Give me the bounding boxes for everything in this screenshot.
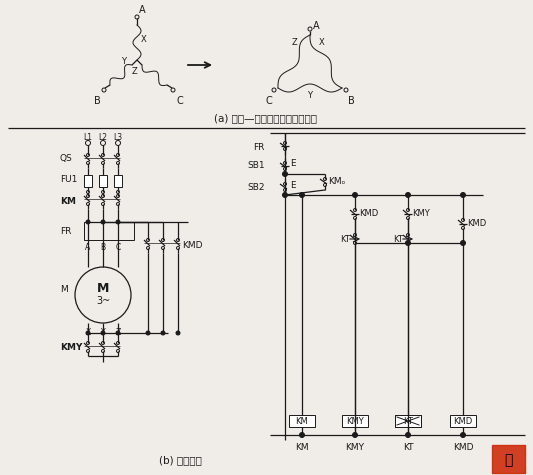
Text: KMₒ: KMₒ [328, 178, 345, 187]
Circle shape [86, 331, 90, 335]
Text: Z: Z [292, 38, 298, 47]
Bar [395, 415, 421, 427]
Text: L1: L1 [84, 133, 93, 142]
Circle shape [406, 192, 410, 198]
Text: KMY: KMY [345, 443, 365, 452]
Text: KMY: KMY [60, 343, 83, 352]
Bar [342, 415, 368, 427]
Text: KT: KT [340, 235, 350, 244]
Circle shape [116, 220, 120, 224]
Circle shape [101, 331, 105, 335]
Text: FR: FR [254, 143, 265, 152]
Bar [450, 415, 476, 427]
Text: KM: KM [295, 443, 309, 452]
Circle shape [116, 331, 120, 335]
Text: C: C [176, 96, 183, 106]
Text: KT: KT [393, 235, 403, 244]
Circle shape [300, 433, 304, 437]
Text: 🐻: 🐻 [504, 453, 512, 467]
Text: Y: Y [122, 57, 126, 67]
Text: 3~: 3~ [96, 296, 110, 306]
Circle shape [146, 331, 150, 335]
Text: C: C [265, 96, 272, 106]
Text: KT: KT [403, 417, 413, 426]
Text: C: C [115, 243, 120, 252]
Text: Y: Y [101, 328, 106, 337]
Bar [114, 175, 122, 187]
Text: Z: Z [115, 328, 120, 337]
Text: A: A [313, 21, 320, 31]
Text: X: X [141, 36, 147, 45]
Text: KMD: KMD [182, 240, 203, 249]
Circle shape [282, 192, 287, 198]
Bar [289, 415, 315, 427]
Circle shape [461, 433, 465, 437]
Text: SB1: SB1 [247, 162, 265, 171]
Circle shape [101, 220, 105, 224]
Circle shape [352, 192, 358, 198]
Text: KMD: KMD [453, 443, 473, 452]
Circle shape [176, 331, 180, 335]
Text: SB2: SB2 [247, 182, 265, 191]
Text: (a) 星形—三角形转换绕组连接图: (a) 星形—三角形转换绕组连接图 [214, 113, 318, 123]
Circle shape [461, 192, 465, 198]
Circle shape [406, 240, 410, 246]
Text: KM: KM [60, 197, 76, 206]
Text: KMD: KMD [454, 417, 473, 426]
Text: KT: KT [403, 443, 413, 452]
Text: KMY: KMY [412, 209, 430, 218]
Text: Z: Z [131, 67, 137, 76]
Circle shape [86, 220, 90, 224]
Text: (b) 控制线路: (b) 控制线路 [158, 455, 201, 465]
Bar [99, 175, 107, 187]
Circle shape [406, 433, 410, 437]
Bar [84, 222, 134, 240]
Text: L3: L3 [114, 133, 123, 142]
Text: B: B [100, 243, 106, 252]
Circle shape [352, 433, 358, 437]
Circle shape [461, 240, 465, 246]
Text: L2: L2 [99, 133, 108, 142]
Text: E: E [290, 160, 296, 169]
Text: KMD: KMD [467, 219, 486, 228]
Circle shape [282, 171, 287, 177]
Text: B: B [94, 96, 100, 106]
Text: KM: KM [296, 417, 309, 426]
Text: X: X [85, 328, 91, 337]
Text: Y: Y [308, 91, 312, 100]
Text: FU1: FU1 [60, 175, 77, 184]
Text: M: M [97, 282, 109, 294]
Text: M: M [60, 285, 68, 294]
Circle shape [300, 192, 304, 198]
Circle shape [161, 331, 165, 335]
Text: FR: FR [60, 227, 71, 236]
Text: B: B [348, 96, 354, 106]
Text: A: A [139, 5, 146, 15]
Text: E: E [290, 180, 296, 190]
Text: QS: QS [60, 154, 72, 163]
Text: KMD: KMD [359, 209, 378, 218]
Bar [492, 445, 525, 473]
Bar [84, 175, 92, 187]
Bar [395, 415, 421, 427]
Text: KMY: KMY [346, 417, 364, 426]
Text: X: X [319, 38, 325, 47]
Text: A: A [85, 243, 91, 252]
